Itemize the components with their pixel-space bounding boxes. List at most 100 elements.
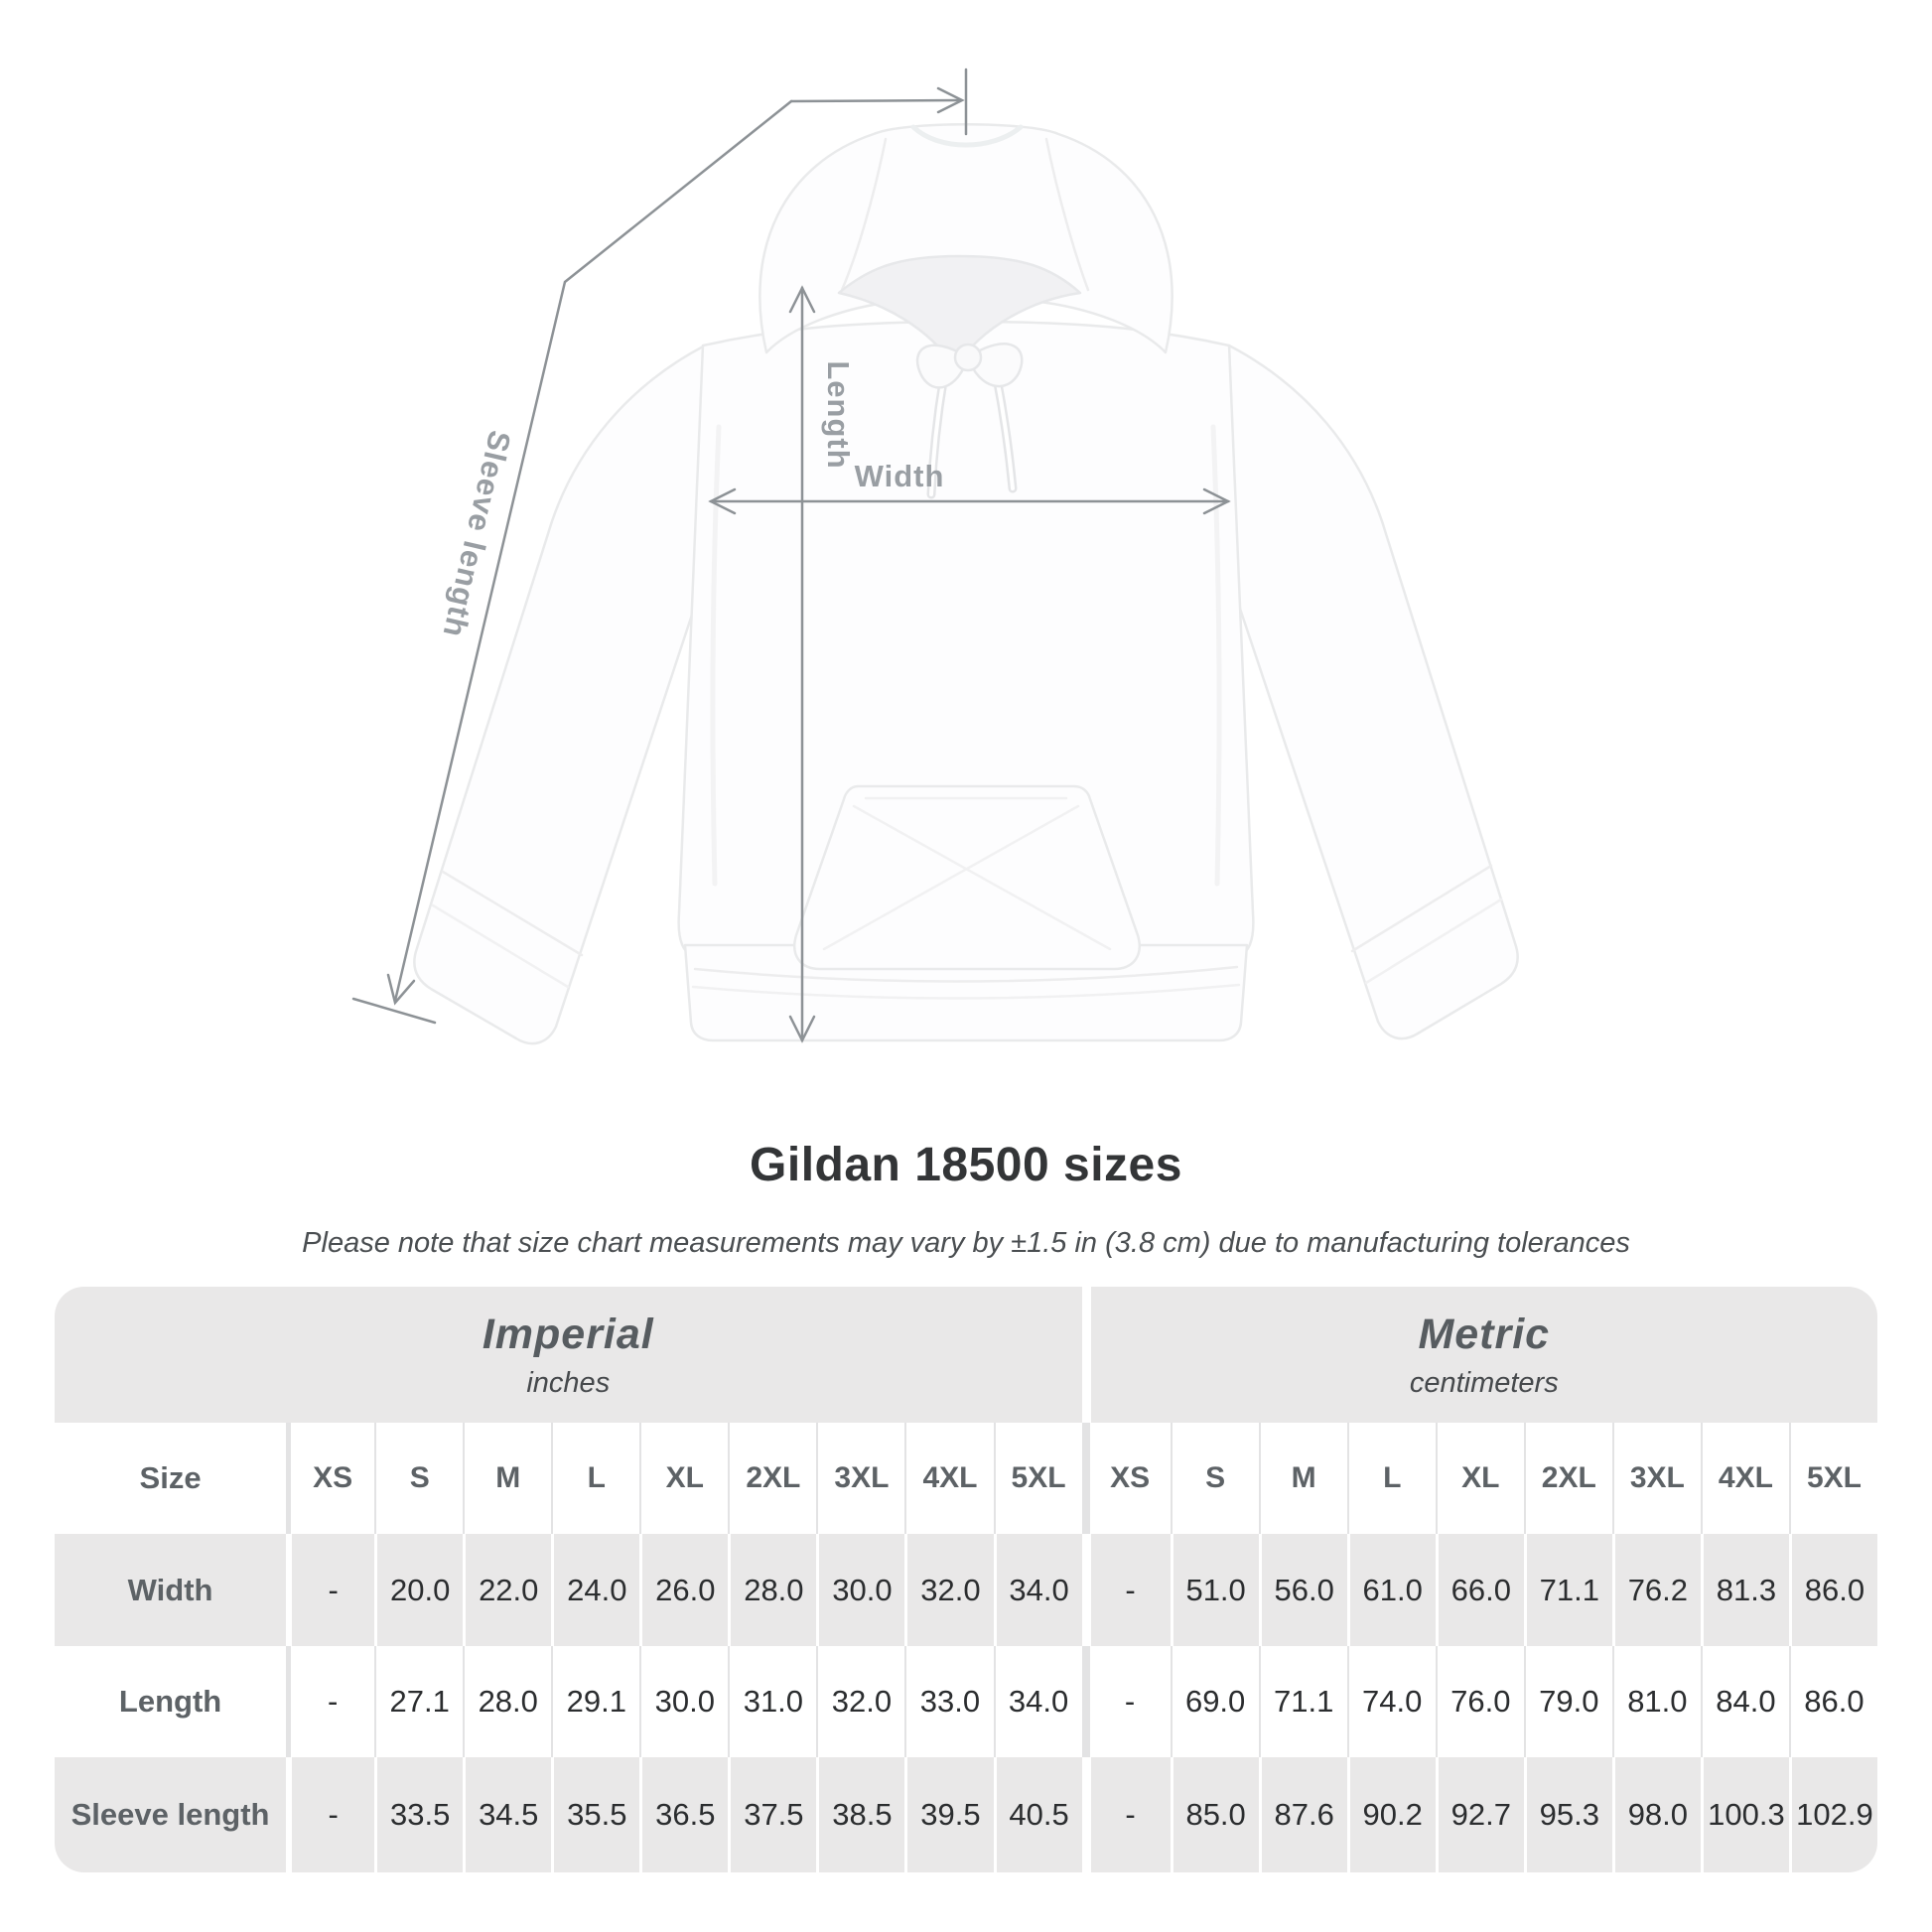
value-cell: 79.0 xyxy=(1523,1646,1612,1757)
value-cell: 100.3 xyxy=(1700,1757,1789,1872)
table-row-sleeve-length: Sleeve length - 33.5 34.5 35.5 36.5 37.5… xyxy=(55,1757,1877,1872)
value-cell: 22.0 xyxy=(463,1534,551,1646)
value-cell: 28.0 xyxy=(728,1534,816,1646)
value-cell: 98.0 xyxy=(1611,1757,1701,1872)
width-label: Width xyxy=(855,459,945,493)
value-cell: 66.0 xyxy=(1435,1534,1524,1646)
width-dimension-line xyxy=(708,487,1231,515)
size-header: XS xyxy=(1081,1423,1171,1534)
value-cell: 95.3 xyxy=(1523,1757,1612,1872)
value-cell: - xyxy=(286,1534,374,1646)
value-cell: 31.0 xyxy=(728,1646,816,1757)
length-label: Length xyxy=(821,360,856,469)
table-row-length: Length - 27.1 28.0 29.1 30.0 31.0 32.0 3… xyxy=(55,1646,1877,1757)
imperial-title: Imperial xyxy=(482,1310,654,1358)
value-cell: 34.0 xyxy=(993,1534,1082,1646)
value-cell: 29.1 xyxy=(551,1646,639,1757)
metric-subtitle: centimeters xyxy=(1409,1366,1559,1399)
size-header: 2XL xyxy=(728,1423,816,1534)
hoodie-measurement-diagram: Length Width Sleeve length xyxy=(351,68,1519,1045)
size-header: S xyxy=(374,1423,463,1534)
page-title: Gildan 18500 sizes xyxy=(750,1139,1182,1191)
size-header: 4XL xyxy=(904,1423,993,1534)
value-cell: 86.0 xyxy=(1788,1646,1877,1757)
value-cell: - xyxy=(1081,1646,1171,1757)
value-cell: 90.2 xyxy=(1346,1757,1436,1872)
length-dimension-line xyxy=(788,285,816,1043)
size-header: XL xyxy=(1435,1423,1524,1534)
value-cell: 35.5 xyxy=(551,1757,639,1872)
value-cell: 39.5 xyxy=(904,1757,993,1872)
value-cell: 38.5 xyxy=(816,1757,904,1872)
value-cell: 81.3 xyxy=(1700,1534,1789,1646)
row-label-width: Width xyxy=(127,1572,213,1607)
hood-opening xyxy=(837,254,1082,369)
value-cell: 32.0 xyxy=(816,1646,904,1757)
unit-header-row: Imperial inches Metric centimeters xyxy=(55,1287,1877,1423)
value-cell: 76.0 xyxy=(1435,1646,1524,1757)
size-header: 4XL xyxy=(1700,1423,1789,1534)
size-chart-table: Imperial inches Metric centimeters Size … xyxy=(55,1287,1877,1872)
value-cell: 32.0 xyxy=(904,1534,993,1646)
value-cell: 69.0 xyxy=(1170,1646,1259,1757)
metric-header: Metric centimeters xyxy=(1081,1287,1877,1423)
value-cell: 33.0 xyxy=(904,1646,993,1757)
value-cell: 26.0 xyxy=(639,1534,728,1646)
size-header: L xyxy=(1346,1423,1436,1534)
value-cell: 28.0 xyxy=(463,1646,551,1757)
size-header: 3XL xyxy=(1611,1423,1701,1534)
value-cell: - xyxy=(1081,1757,1171,1872)
size-header: 3XL xyxy=(816,1423,904,1534)
value-cell: 36.5 xyxy=(639,1757,728,1872)
size-header: L xyxy=(551,1423,639,1534)
size-header-row: Size XS S M L XL 2XL 3XL 4XL 5XL XS S M … xyxy=(55,1423,1877,1534)
hoodie-drawstrings xyxy=(915,343,1024,499)
hoodie-illustration xyxy=(413,123,1519,1045)
value-cell: 102.9 xyxy=(1788,1757,1877,1872)
value-cell: 30.0 xyxy=(639,1646,728,1757)
sleeve-length-dimension-line xyxy=(351,68,968,1025)
size-header: S xyxy=(1170,1423,1259,1534)
value-cell: 34.5 xyxy=(463,1757,551,1872)
value-cell: 76.2 xyxy=(1611,1534,1701,1646)
value-cell: 51.0 xyxy=(1170,1534,1259,1646)
value-cell: - xyxy=(286,1646,374,1757)
value-cell: 86.0 xyxy=(1788,1534,1877,1646)
value-cell: 30.0 xyxy=(816,1534,904,1646)
size-header: 5XL xyxy=(1788,1423,1877,1534)
size-column-title: Size xyxy=(139,1460,202,1495)
metric-title: Metric xyxy=(1418,1310,1551,1358)
value-cell: 92.7 xyxy=(1435,1757,1524,1872)
value-cell: 34.0 xyxy=(993,1646,1082,1757)
hoodie-pocket xyxy=(793,784,1141,971)
value-cell: 33.5 xyxy=(374,1757,463,1872)
table-row-width: Width - 20.0 22.0 24.0 26.0 28.0 30.0 32… xyxy=(55,1534,1877,1646)
value-cell: 56.0 xyxy=(1258,1534,1347,1646)
value-cell: 61.0 xyxy=(1346,1534,1436,1646)
value-cell: 87.6 xyxy=(1258,1757,1347,1872)
value-cell: 24.0 xyxy=(551,1534,639,1646)
value-cell: 37.5 xyxy=(728,1757,816,1872)
value-cell: 40.5 xyxy=(993,1757,1082,1872)
value-cell: 20.0 xyxy=(374,1534,463,1646)
imperial-subtitle: inches xyxy=(526,1366,611,1399)
value-cell: 74.0 xyxy=(1346,1646,1436,1757)
size-header: XL xyxy=(639,1423,728,1534)
value-cell: - xyxy=(1081,1534,1171,1646)
value-cell: 85.0 xyxy=(1170,1757,1259,1872)
value-cell: 84.0 xyxy=(1700,1646,1789,1757)
value-cell: 71.1 xyxy=(1258,1646,1347,1757)
value-cell: - xyxy=(286,1757,374,1872)
tolerance-note: Please note that size chart measurements… xyxy=(302,1227,1630,1259)
hoodie-left-sleeve xyxy=(413,344,707,1045)
size-header: 5XL xyxy=(993,1423,1082,1534)
size-header: 2XL xyxy=(1523,1423,1612,1534)
row-label-length: Length xyxy=(118,1684,222,1719)
row-label-sleeve-length: Sleeve length xyxy=(70,1797,270,1832)
value-cell: 71.1 xyxy=(1523,1534,1612,1646)
hoodie-right-sleeve xyxy=(1227,344,1519,1040)
size-header: M xyxy=(1258,1423,1347,1534)
imperial-header: Imperial inches xyxy=(55,1287,1082,1423)
value-cell: 27.1 xyxy=(374,1646,463,1757)
value-cell: 81.0 xyxy=(1611,1646,1701,1757)
